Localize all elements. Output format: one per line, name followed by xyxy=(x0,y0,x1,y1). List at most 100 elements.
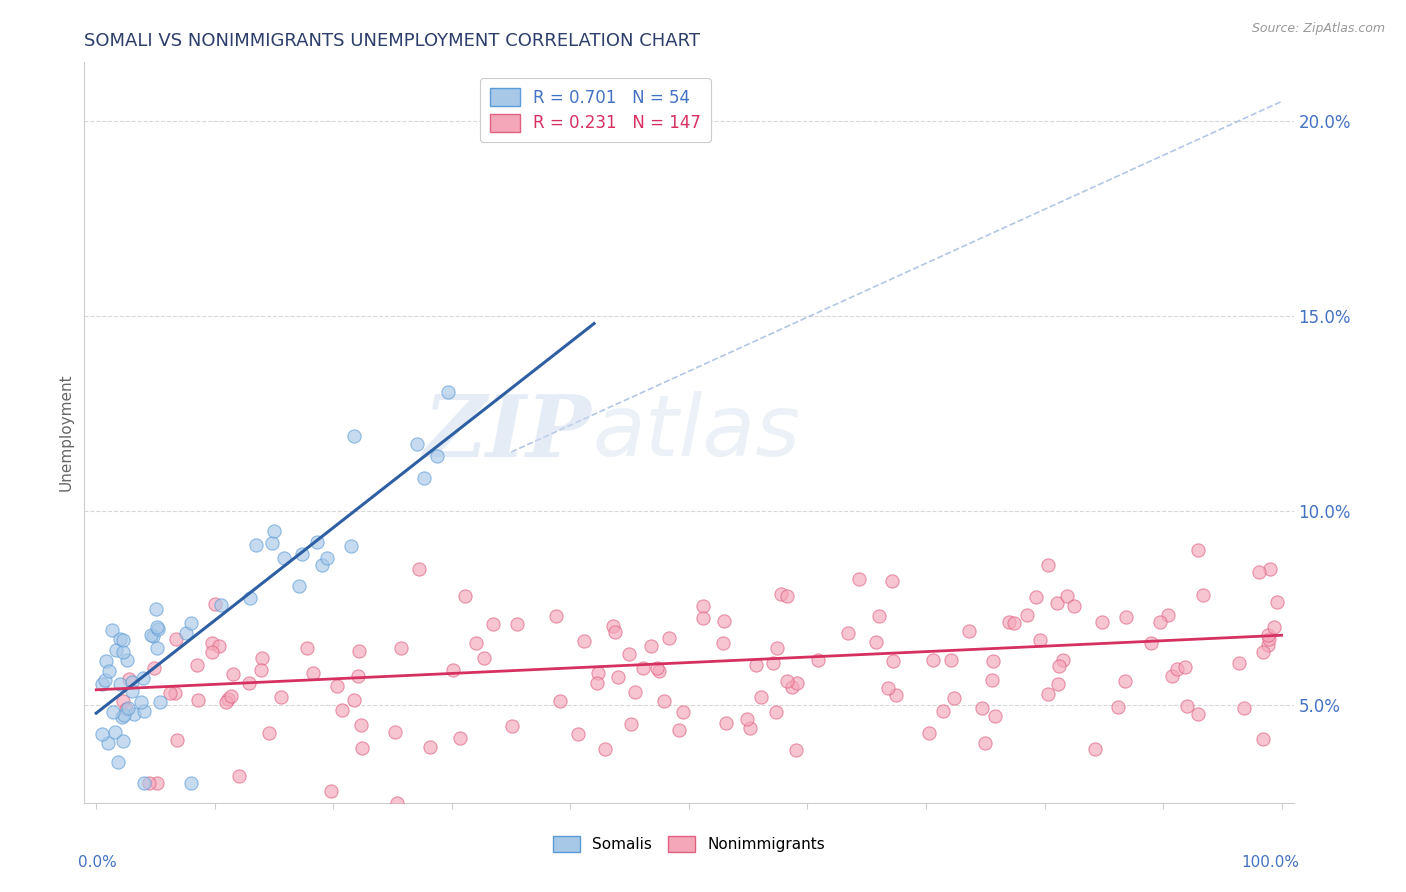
Point xyxy=(301,666,323,681)
Point xyxy=(350,718,373,732)
Point xyxy=(262,536,284,550)
Point xyxy=(149,695,172,709)
Point xyxy=(350,741,373,756)
Point xyxy=(201,645,224,659)
Point xyxy=(1029,633,1052,648)
Point xyxy=(1157,607,1180,622)
Point xyxy=(1115,610,1137,624)
Point xyxy=(413,470,436,484)
Point xyxy=(207,639,229,653)
Point xyxy=(449,731,471,745)
Point xyxy=(932,704,955,718)
Point xyxy=(406,437,429,451)
Point xyxy=(786,676,808,690)
Point xyxy=(981,654,1004,668)
Point xyxy=(647,664,669,678)
Point xyxy=(640,640,662,654)
Point xyxy=(138,776,160,790)
Point xyxy=(672,705,695,719)
Point xyxy=(692,599,714,614)
Point xyxy=(922,653,945,667)
Point xyxy=(745,657,768,672)
Point xyxy=(1187,542,1209,557)
Point xyxy=(1036,558,1059,572)
Point xyxy=(620,717,643,731)
Point xyxy=(1002,615,1025,630)
Point xyxy=(315,550,337,565)
Point xyxy=(132,671,155,685)
Point xyxy=(762,656,785,670)
Point xyxy=(837,625,859,640)
Point xyxy=(585,676,607,690)
Point xyxy=(807,653,830,667)
Point xyxy=(1046,596,1069,610)
Point xyxy=(326,679,349,693)
Point xyxy=(586,666,609,681)
Point xyxy=(769,587,792,601)
Point xyxy=(506,617,529,632)
Point xyxy=(957,624,980,639)
Y-axis label: Unemployment: Unemployment xyxy=(58,374,73,491)
Point xyxy=(111,709,134,723)
Point xyxy=(1265,594,1288,608)
Point xyxy=(101,624,124,638)
Point xyxy=(1084,741,1107,756)
Point xyxy=(419,740,441,755)
Point xyxy=(593,741,616,756)
Point xyxy=(1052,653,1074,667)
Point xyxy=(749,690,772,704)
Point xyxy=(548,694,571,708)
Point xyxy=(319,784,342,798)
Point xyxy=(146,620,169,634)
Point xyxy=(645,661,668,675)
Point xyxy=(692,611,714,625)
Point xyxy=(765,705,787,719)
Point xyxy=(617,647,640,661)
Point xyxy=(1251,731,1274,746)
Point xyxy=(714,715,737,730)
Point xyxy=(544,608,567,623)
Point xyxy=(385,796,408,810)
Point xyxy=(1233,701,1256,715)
Point xyxy=(166,733,188,747)
Point xyxy=(186,657,208,672)
Point xyxy=(1263,620,1285,634)
Point xyxy=(259,726,281,740)
Point xyxy=(633,661,655,675)
Point xyxy=(91,727,114,741)
Point xyxy=(658,631,681,645)
Point xyxy=(740,721,762,735)
Point xyxy=(288,579,311,593)
Point xyxy=(201,636,224,650)
Point xyxy=(105,643,128,657)
Point xyxy=(94,654,117,668)
Point xyxy=(1056,589,1078,603)
Point xyxy=(766,641,789,656)
Point xyxy=(187,693,209,707)
Point xyxy=(1166,662,1188,676)
Point xyxy=(1249,566,1271,580)
Point xyxy=(110,676,132,690)
Point xyxy=(1047,659,1070,673)
Point xyxy=(104,725,127,739)
Point xyxy=(108,632,131,646)
Point xyxy=(180,616,202,631)
Point xyxy=(1191,588,1213,602)
Point xyxy=(735,712,758,726)
Point xyxy=(121,684,143,698)
Point xyxy=(122,707,145,722)
Point xyxy=(117,701,139,715)
Point xyxy=(174,626,197,640)
Point xyxy=(142,629,165,643)
Point xyxy=(501,718,523,732)
Point xyxy=(228,768,250,782)
Point xyxy=(775,674,797,689)
Legend: Somalis, Nonimmigrants: Somalis, Nonimmigrants xyxy=(547,830,831,858)
Point xyxy=(165,632,187,646)
Point xyxy=(668,723,690,738)
Point xyxy=(97,664,120,678)
Point xyxy=(112,694,135,708)
Text: ZIP: ZIP xyxy=(425,391,592,475)
Point xyxy=(111,645,134,659)
Point xyxy=(603,624,626,639)
